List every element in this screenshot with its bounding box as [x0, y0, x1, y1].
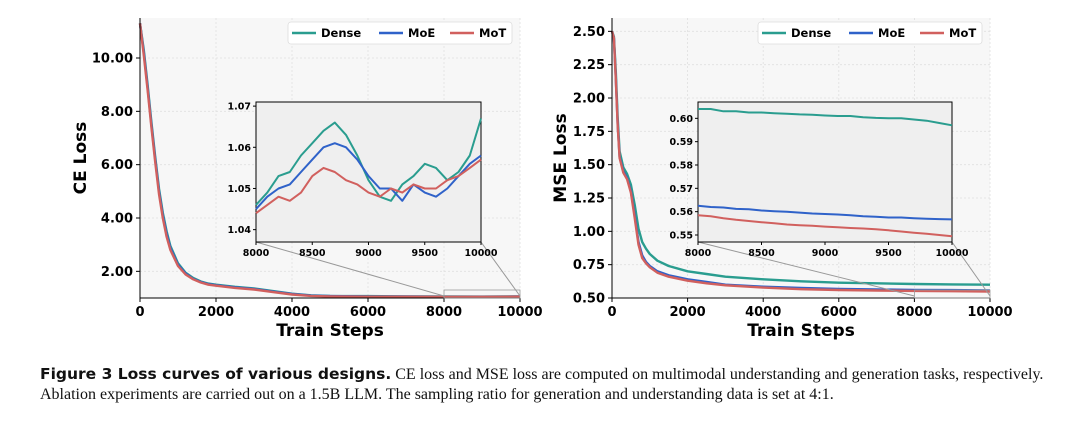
ce-legend-label-dense: Dense — [321, 26, 361, 40]
mse-y-tick-label: 1.25 — [573, 192, 605, 207]
mse-inset-y-tick-label: 0.58 — [670, 161, 694, 172]
mse-x-tick-label: 8000 — [896, 305, 932, 320]
mse-inset-series-mot — [697, 214, 953, 238]
mse-y-tick-label: 2.00 — [573, 92, 605, 107]
ce-x-tick-label: 6000 — [350, 305, 386, 320]
ce-y-tick-label: 4.00 — [101, 212, 133, 227]
mse-legend: Dense MoE MoT — [757, 21, 983, 45]
mse-y-tick-label: 0.50 — [573, 292, 605, 307]
ce-inset-x-tick-label: 9000 — [355, 248, 382, 259]
ce-x-tick-label: 2000 — [198, 305, 234, 320]
mse-zoom-region — [914, 289, 991, 299]
mse-legend-label-moe: MoE — [878, 26, 905, 40]
caption-label: Figure 3 Loss curves of various designs. — [40, 365, 392, 383]
mse-inset-series-moe — [697, 204, 953, 221]
mse-inset-y-tick-label: 0.59 — [670, 137, 693, 148]
mse-inset-x-tick-label: 9500 — [875, 248, 902, 259]
ce-inset-series-moe — [255, 142, 482, 210]
ce-inset-y-tick-label: 1.05 — [228, 184, 251, 195]
mse-y-tick-label: 1.00 — [573, 225, 605, 240]
mse-inset-x-tick-label: 10000 — [935, 248, 968, 259]
mse-x-tick-label: 0 — [607, 305, 616, 320]
ce-zoom-connector — [255, 241, 445, 297]
ce-inset-y-tick-label: 1.07 — [228, 102, 251, 113]
mse-x-axis-label: Train Steps — [747, 321, 855, 341]
ce-legend-label-mot: MoT — [479, 26, 506, 40]
mse-chart: 0 2000 4000 6000 8000 10000 0.50 0.75 1.00 1.25 1.… — [551, 18, 1013, 341]
mse-y-axis-label: MSE Loss — [551, 113, 571, 202]
ce-inset-x-tick-label: 9500 — [412, 248, 439, 259]
mse-x-tick-label: 2000 — [670, 305, 706, 320]
ce-x-tick-label: 10000 — [497, 305, 542, 320]
ce-inset: 8000 8500 9000 9500 10000 1.04 1.05 1.06 1.07 — [228, 101, 498, 259]
ce-inset-y-tick-label: 1.04 — [228, 225, 252, 236]
ce-inset-x-tick-label: 8500 — [299, 248, 326, 259]
ce-inset-x-tick-label: 8000 — [243, 248, 270, 259]
ce-inset-area — [255, 101, 482, 243]
mse-zoom-connector — [697, 241, 915, 297]
mse-y-tick-label: 1.75 — [573, 125, 605, 140]
mse-y-tick-label: 2.50 — [573, 25, 605, 40]
mse-inset-x-tick-label: 9000 — [812, 248, 839, 259]
ce-series-mot — [138, 23, 521, 298]
ce-inset-series-dense — [255, 118, 482, 206]
ce-y-axis-label: CE Loss — [71, 122, 91, 195]
mse-inset-series-dense — [698, 108, 953, 127]
mse-inset-y-tick-label: 0.60 — [670, 114, 694, 125]
ce-zoom-region — [443, 289, 521, 299]
mse-inset: 8000 8500 9000 9500 10000 0.55 0.56 0.57 0.58 0.5… — [670, 101, 969, 259]
ce-y-tick-label: 8.00 — [101, 105, 133, 120]
mse-legend-label-mot: MoT — [949, 26, 976, 40]
ce-x-tick-label: 0 — [135, 305, 144, 320]
mse-legend-label-dense: Dense — [791, 26, 831, 40]
mse-y-tick-label: 2.25 — [573, 58, 605, 73]
mse-zoom-connector — [951, 241, 991, 297]
mse-x-tick-label: 6000 — [821, 305, 857, 320]
mse-series-mot — [610, 30, 991, 293]
mse-inset-area — [697, 101, 953, 243]
mse-inset-y-tick-label: 0.56 — [670, 207, 694, 218]
ce-legend-label-moe: MoE — [408, 26, 435, 40]
figure-caption: Figure 3 Loss curves of various designs.… — [40, 364, 1050, 405]
ce-zoom-connector — [480, 241, 521, 297]
ce-x-tick-label: 4000 — [274, 305, 310, 320]
mse-x-tick-label: 4000 — [745, 305, 781, 320]
ce-legend: Dense MoE MoT — [287, 21, 513, 45]
ce-y-tick-label: 2.00 — [101, 265, 133, 280]
mse-inset-y-tick-label: 0.55 — [670, 231, 693, 242]
mse-inset-x-tick-label: 8000 — [685, 248, 712, 259]
mse-x-tick-label: 10000 — [967, 305, 1012, 320]
mse-inset-x-tick-label: 8500 — [748, 248, 775, 259]
ce-inset-x-tick-label: 10000 — [464, 248, 497, 259]
ce-inset-series-mot — [255, 158, 482, 215]
mse-y-tick-label: 1.50 — [573, 158, 605, 173]
figure-charts: 0 2000 4000 6000 8000 10000 2.00 4.00 6.00 8.00 10… — [71, 18, 1013, 341]
caption-text: CE loss and MSE loss are computed on mul… — [40, 366, 1044, 403]
ce-inset-y-tick-label: 1.06 — [228, 143, 252, 154]
ce-y-tick-label: 10.00 — [92, 52, 133, 67]
ce-y-tick-label: 6.00 — [101, 158, 133, 173]
mse-inset-y-tick-label: 0.57 — [670, 184, 693, 195]
ce-x-axis-label: Train Steps — [276, 321, 384, 341]
mse-y-tick-label: 0.75 — [573, 258, 605, 273]
ce-x-tick-label: 8000 — [426, 305, 462, 320]
ce-chart: 0 2000 4000 6000 8000 10000 2.00 4.00 6.00 8.00 10… — [71, 18, 543, 341]
